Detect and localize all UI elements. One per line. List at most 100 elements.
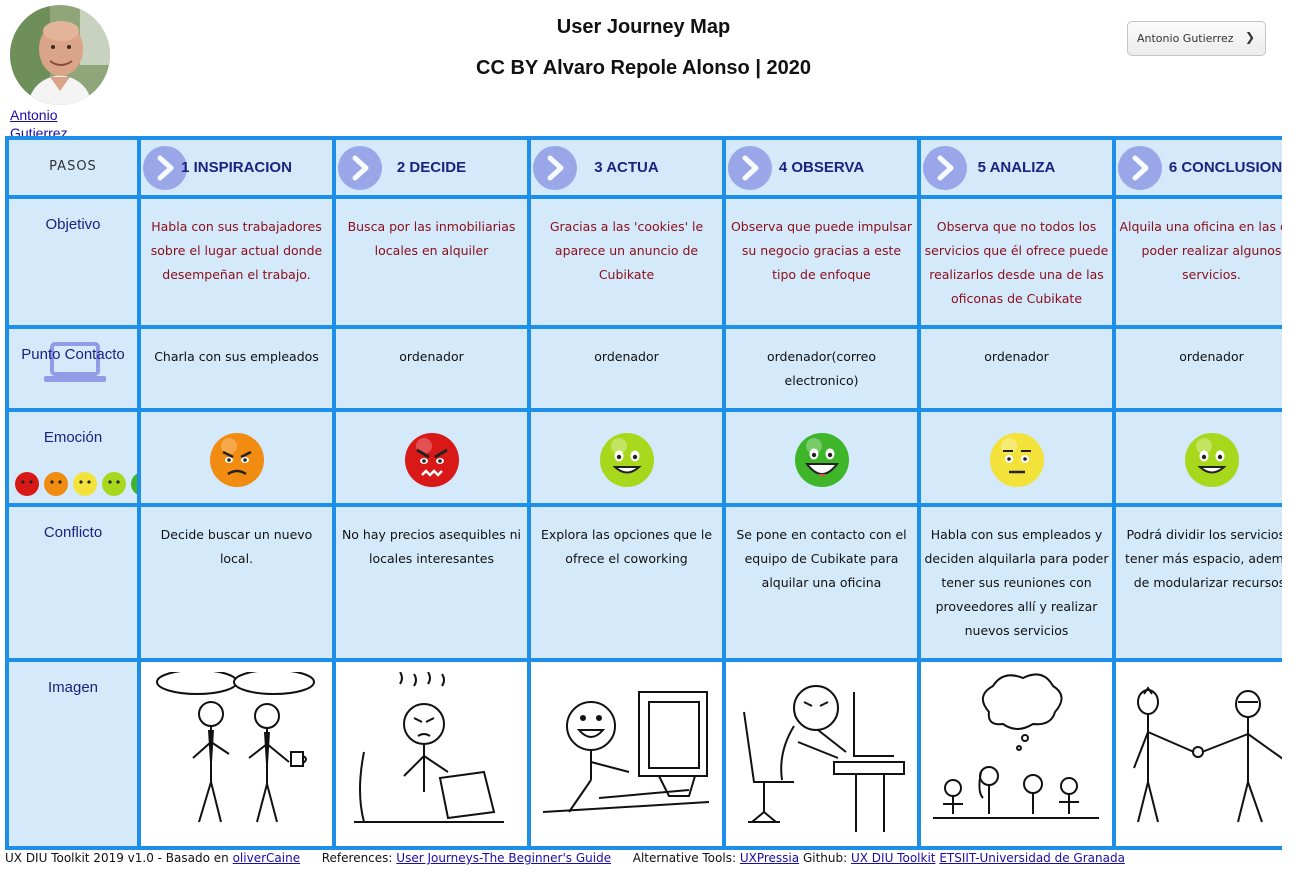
chevron-right-icon xyxy=(923,146,967,190)
chevron-right-icon xyxy=(338,146,382,190)
image-cell xyxy=(921,662,1112,846)
page-subtitle: CC BY Alvaro Repole Alonso | 2020 xyxy=(476,57,811,79)
row-label-emocion: Emoción xyxy=(9,412,137,503)
neutral-face-icon xyxy=(989,432,1045,488)
furious-face-icon xyxy=(404,432,460,488)
footer-link-uxpressia[interactable]: UXPressia xyxy=(739,851,800,865)
conflicto-cell: No hay precios asequibles ni locales int… xyxy=(336,507,527,658)
footer-link-user-journeys[interactable]: User Journeys-The Beginner's Guide xyxy=(396,851,612,865)
emotion-scale-eye xyxy=(58,480,62,484)
row-label-punto-contacto: Punto Contacto xyxy=(9,329,137,408)
chevron-right-icon xyxy=(728,146,772,190)
emotion-cell xyxy=(726,412,917,503)
emotion-scale-eye xyxy=(87,480,91,484)
footer: UX DIU Toolkit 2019 v1.0 - Basado en oli… xyxy=(5,851,1295,865)
emotion-scale-eye xyxy=(50,480,54,484)
conflicto-cell: Se pone en contacto con el equipo de Cub… xyxy=(726,507,917,658)
image-cell xyxy=(726,662,917,846)
chevron-down-icon: ❯ xyxy=(1244,30,1255,44)
emotion-cell xyxy=(1116,412,1282,503)
step-label: 1 INSPIRACION xyxy=(181,159,292,176)
chevron-right-icon xyxy=(143,146,187,190)
emotion-scale-icon xyxy=(15,472,137,496)
angry-face-icon xyxy=(209,432,265,488)
emotion-cell xyxy=(141,412,332,503)
emotion-scale-face xyxy=(15,472,39,496)
footer-link-etsiit[interactable]: ETSIIT-Universidad de Granada xyxy=(939,851,1125,865)
contacto-cell: ordenador xyxy=(336,329,527,408)
happy-face-icon xyxy=(1184,432,1240,488)
conflicto-cell: Explora las opciones que le ofrece el co… xyxy=(531,507,722,658)
user-select[interactable]: Antonio Gutierrez ❯ xyxy=(1127,21,1266,56)
image-cell xyxy=(336,662,527,846)
image-cell xyxy=(141,662,332,846)
step-1-header[interactable]: 1 INSPIRACION xyxy=(141,140,332,195)
very-happy-face-icon xyxy=(794,432,850,488)
row-label-pasos: PASOS xyxy=(9,140,137,195)
footer-references-label: References: xyxy=(321,851,393,865)
emotion-scale-face xyxy=(102,472,126,496)
step-4-header[interactable]: 4 OBSERVA xyxy=(726,140,917,195)
man-at-desk-illustration xyxy=(743,685,905,832)
user-avatar xyxy=(10,5,110,105)
step-label: 3 ACTUA xyxy=(594,159,659,176)
objetivo-cell: Observa que puede impulsar su negocio gr… xyxy=(726,199,917,325)
emotion-scale-eye xyxy=(116,480,120,484)
row-label-conflicto: Conflicto xyxy=(9,507,137,658)
objetivo-cell: Alquila una oficina en las que poder rea… xyxy=(1116,199,1282,325)
emotion-cell xyxy=(336,412,527,503)
team-brainstorm-illustration xyxy=(933,673,1099,819)
contacto-cell: Charla con sus empleados xyxy=(141,329,332,408)
emotion-scale-face xyxy=(44,472,68,496)
emotion-scale-eye xyxy=(79,480,83,484)
step-6-header[interactable]: 6 CONCLUSION xyxy=(1116,140,1282,195)
emotion-scale-face xyxy=(73,472,97,496)
objetivo-cell: Gracias a las 'cookies' le aparece un an… xyxy=(531,199,722,325)
smiling-man-computer-illustration xyxy=(542,691,710,813)
step-5-header[interactable]: 5 ANALIZA xyxy=(921,140,1112,195)
laptop-icon xyxy=(44,342,106,382)
row-label-objetivo: Objetivo xyxy=(9,199,137,325)
step-label: 4 OBSERVA xyxy=(778,159,865,176)
contacto-cell: ordenador(correo electronico) xyxy=(726,329,917,408)
contacto-cell: ordenador xyxy=(921,329,1112,408)
contacto-cell: ordenador xyxy=(531,329,722,408)
footer-link-olivercaine[interactable]: oliverCaine xyxy=(232,851,301,865)
emotion-scale-eye xyxy=(21,480,25,484)
chevron-right-icon xyxy=(1118,146,1162,190)
emotion-cell xyxy=(531,412,722,503)
row-label-text: Punto Contacto xyxy=(21,346,125,363)
row-label-imagen: Imagen xyxy=(9,662,137,846)
page-title: User Journey Map xyxy=(556,16,731,38)
step-3-header[interactable]: 3 ACTUA xyxy=(531,140,722,195)
emotion-cell xyxy=(921,412,1112,503)
footer-alternative-label: Alternative Tools: xyxy=(632,851,736,865)
footer-toolkit-text: UX DIU Toolkit 2019 v1.0 - Basado en xyxy=(5,851,229,865)
conflicto-cell: Habla con sus empleados y deciden alquil… xyxy=(921,507,1112,658)
emotion-scale-eye xyxy=(29,480,33,484)
step-label: 2 DECIDE xyxy=(396,159,467,176)
colleagues-talking-illustration xyxy=(156,672,315,823)
objetivo-cell: Habla con sus trabajadores sobre el luga… xyxy=(141,199,332,325)
objetivo-cell: Observa que no todos los servicios que é… xyxy=(921,199,1112,325)
objetivo-cell: Busca por las inmobiliarias locales en a… xyxy=(336,199,527,325)
journey-map-grid: PASOS 1 INSPIRACION 2 DECIDE 3 ACTUA 4 O… xyxy=(5,136,1282,850)
conflicto-cell: Decide buscar un nuevo local. xyxy=(141,507,332,658)
step-label: 5 ANALIZA xyxy=(977,159,1056,176)
frustrated-man-laptop-illustration xyxy=(354,672,504,823)
footer-link-ux-diu-toolkit[interactable]: UX DIU Toolkit xyxy=(850,851,936,865)
handshake-illustration xyxy=(1133,686,1282,823)
step-label: 6 CONCLUSION xyxy=(1168,159,1282,176)
row-label-text: Emoción xyxy=(43,429,103,446)
image-cell xyxy=(531,662,722,846)
footer-github-label: Github: xyxy=(802,851,848,865)
happy-face-icon xyxy=(599,432,655,488)
emotion-scale-face xyxy=(131,473,137,495)
emotion-scale-eye xyxy=(108,480,112,484)
contacto-cell: ordenador xyxy=(1116,329,1282,408)
conflicto-cell: Podrá dividir los servicios y tener más … xyxy=(1116,507,1282,658)
chevron-right-icon xyxy=(533,146,577,190)
step-2-header[interactable]: 2 DECIDE xyxy=(336,140,527,195)
user-select-value: Antonio Gutierrez xyxy=(1137,32,1234,45)
image-cell xyxy=(1116,662,1282,846)
